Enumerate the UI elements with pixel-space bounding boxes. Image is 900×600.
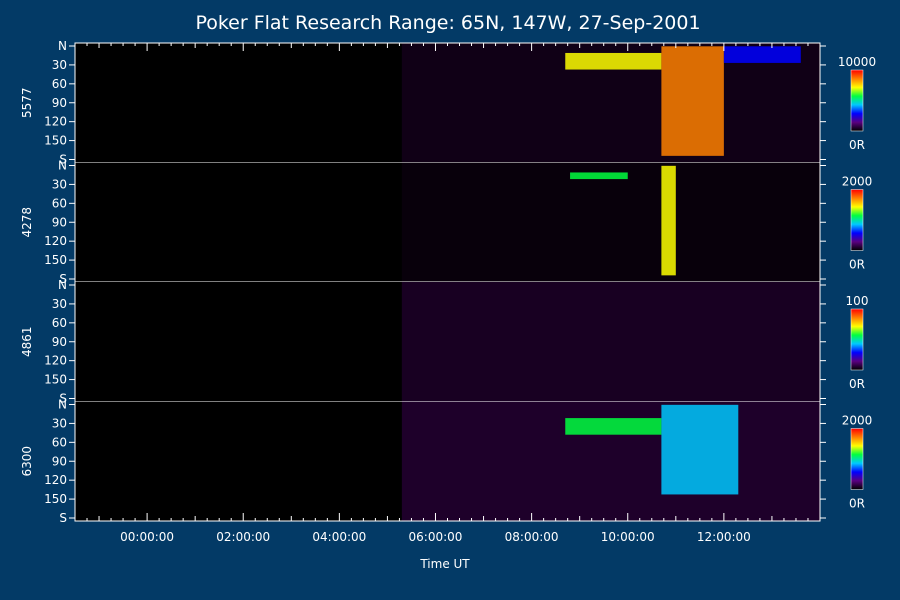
emission-feature-1 [565, 52, 662, 70]
y-tick-label: 30 [52, 177, 67, 191]
panel-4278: N 30 60 90 120 150 S 4278 2000 0R [20, 159, 872, 287]
y-tick-label: 90 [52, 454, 67, 468]
colorbar-min-label: 0R [849, 258, 865, 272]
y-tick-label: 150 [44, 373, 67, 387]
x-axis: 00:00:00 02:00:00 04:00:00 06:00:00 08:00:00… [74, 43, 821, 544]
y-tick-label: 30 [52, 297, 67, 311]
emission-feature-1 [570, 172, 628, 180]
emission-feature-1 [565, 418, 662, 435]
x-tick-label: 10:00:00 [601, 530, 655, 544]
colorbar-max-label: 100 [846, 294, 869, 308]
y-tick-label: 90 [52, 335, 67, 349]
y-tick-label: N [58, 39, 67, 53]
y-tick-label: 60 [52, 316, 67, 330]
y-tick-label: 120 [44, 354, 67, 368]
panel-5577: N 30 60 90 120 150 S 5577 10000 0R [20, 39, 876, 167]
emission-feature-2 [661, 165, 676, 276]
x-tick-label: 06:00:00 [409, 530, 463, 544]
y-tick-label: 90 [52, 215, 67, 229]
y-tick-label: S [59, 511, 67, 525]
y-tick-label: 90 [52, 96, 67, 110]
colorbar-max-label: 10000 [838, 55, 876, 69]
chart-title: Poker Flat Research Range: 65N, 147W, 27… [195, 12, 700, 34]
x-axis-label: Time UT [419, 557, 470, 571]
y-tick-label: 60 [52, 77, 67, 91]
colorbar [850, 189, 864, 251]
y-tick-label: S [59, 272, 67, 286]
x-tick-label: 08:00:00 [505, 530, 559, 544]
y-tick-label: 60 [52, 435, 67, 449]
panel-background [75, 282, 820, 402]
panel-4861: N 30 60 90 120 150 S 4861 100 0R [20, 278, 868, 406]
y-tick-label: N [58, 398, 67, 412]
panel-6300: N 30 60 90 120 150 S 6300 2000 0R [20, 398, 872, 526]
emission-feature-3 [723, 46, 801, 63]
colorbar-max-label: 2000 [842, 175, 873, 189]
y-tick-label: S [59, 153, 67, 167]
colorbar [850, 308, 864, 371]
panel-wavelength-label: 4278 [20, 207, 34, 238]
data-region [401, 282, 820, 402]
y-tick-label: 150 [44, 492, 67, 506]
emission-feature-2 [661, 404, 739, 495]
colorbar-min-label: 0R [849, 377, 865, 391]
colorbar [850, 428, 864, 490]
y-tick-label: 30 [52, 58, 67, 72]
panels: N 30 60 90 120 150 S 5577 10000 0R N 30 60 90 120 150 S 4… [20, 39, 876, 525]
colorbar [850, 69, 864, 132]
x-tick-label: 02:00:00 [216, 530, 270, 544]
colorbar-max-label: 2000 [842, 414, 873, 428]
panel-wavelength-label: 6300 [20, 446, 34, 477]
panel-wavelength-label: 4861 [20, 326, 34, 357]
y-tick-label: 120 [44, 234, 67, 248]
panel-background [75, 162, 820, 282]
emission-feature-2 [661, 46, 724, 156]
y-tick-label: 60 [52, 196, 67, 210]
colorbar-min-label: 0R [849, 138, 865, 152]
y-tick-label: 30 [52, 416, 67, 430]
y-tick-label: N [58, 159, 67, 173]
y-tick-label: 150 [44, 134, 67, 148]
x-tick-label: 04:00:00 [312, 530, 366, 544]
data-region [401, 162, 820, 282]
y-tick-label: 150 [44, 253, 67, 267]
panel-wavelength-label: 5577 [20, 87, 34, 118]
y-tick-label: N [58, 278, 67, 292]
y-tick-label: 120 [44, 115, 67, 129]
y-tick-label: 120 [44, 473, 67, 487]
y-tick-label: S [59, 392, 67, 406]
x-tick-label: 00:00:00 [120, 530, 174, 544]
x-tick-label: 12:00:00 [697, 530, 751, 544]
colorbar-min-label: 0R [849, 497, 865, 511]
